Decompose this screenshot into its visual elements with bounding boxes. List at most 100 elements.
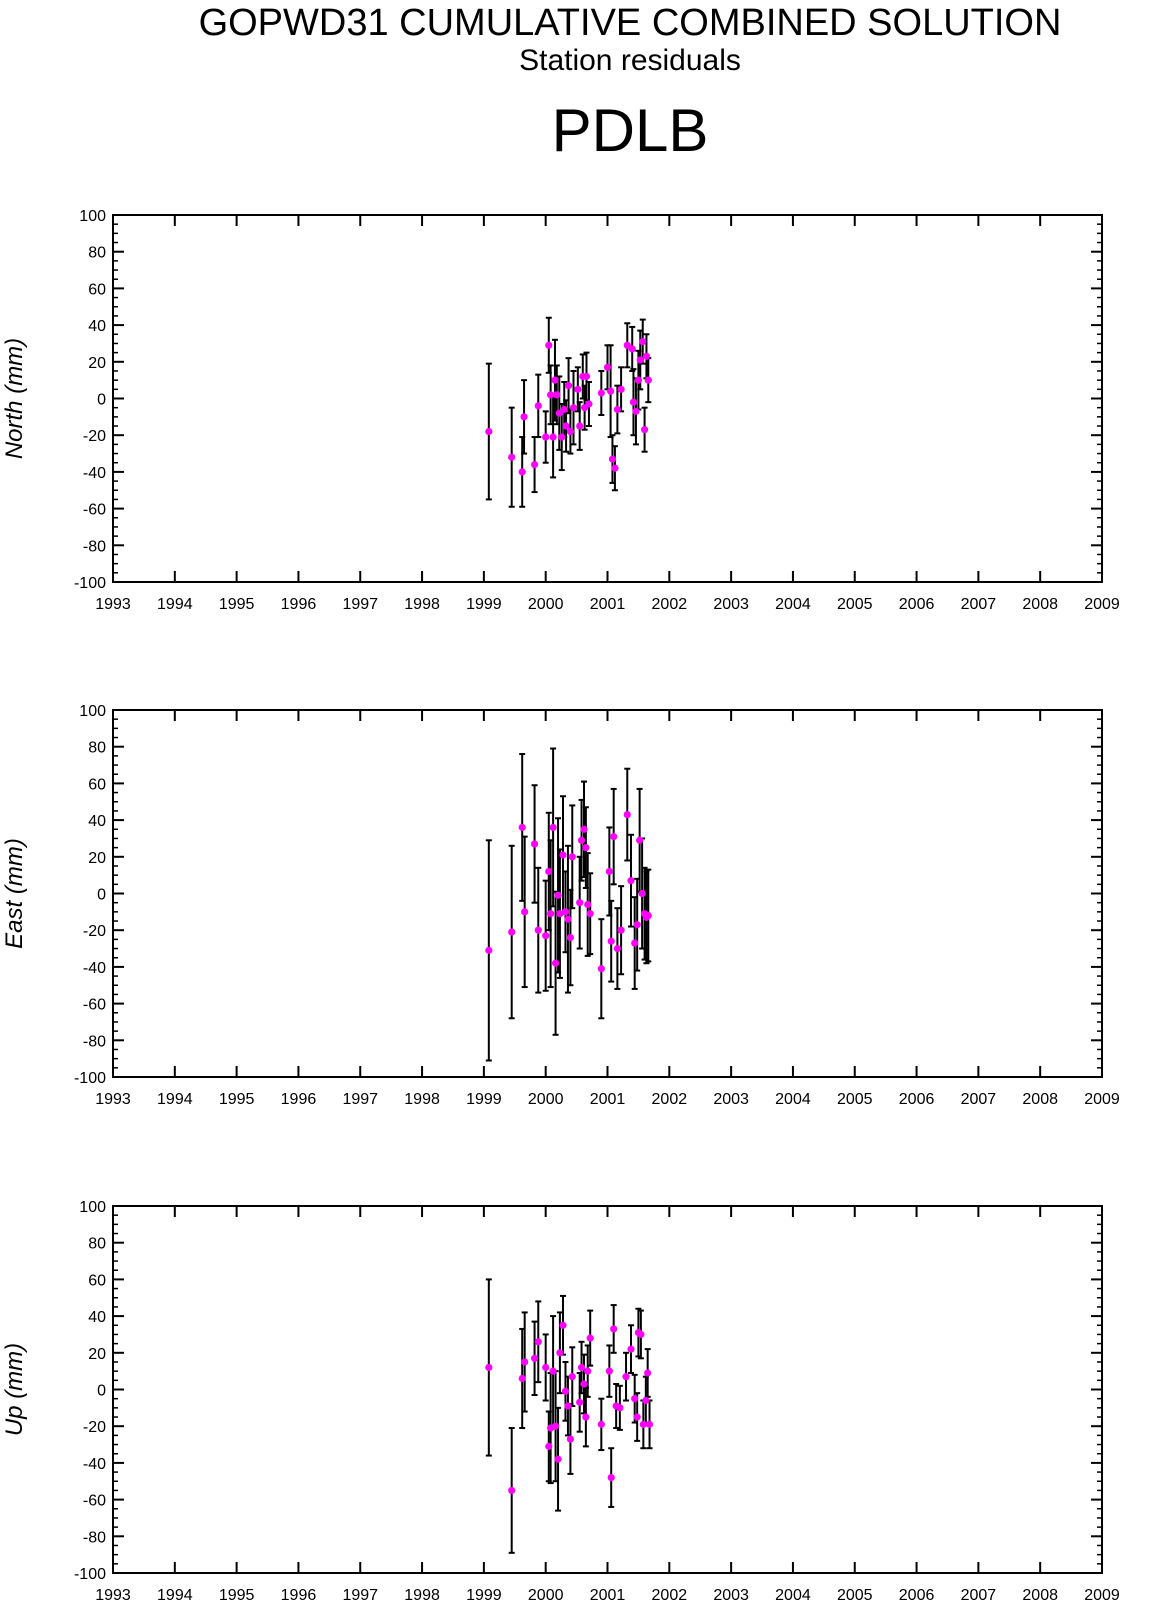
east-data-point — [577, 836, 586, 844]
north-x-tick-label: 2003 — [713, 596, 749, 613]
north-data-point — [608, 455, 617, 463]
up-y-tick-label: 0 — [97, 1383, 106, 1400]
up-y-tick-label: -40 — [83, 1456, 106, 1473]
up-x-tick-label: 1995 — [219, 1587, 255, 1604]
east-x-tick-label: 1997 — [342, 1091, 378, 1108]
up-x-tick-label: 2003 — [713, 1587, 749, 1604]
up-data-point — [605, 1367, 613, 1375]
north-data-point — [611, 464, 619, 472]
north-y-tick-label: 20 — [88, 355, 106, 372]
up-data-point — [577, 1363, 586, 1372]
north-x-tick-label: 1996 — [281, 596, 317, 613]
north-data-point — [534, 402, 542, 410]
east-x-tick-label: 2006 — [899, 1091, 935, 1108]
up-data-point — [631, 1395, 639, 1403]
east-x-tick-label: 2005 — [837, 1091, 873, 1108]
north-y-tick-label: -100 — [74, 575, 106, 592]
north-data-point — [566, 427, 575, 436]
east-data-point — [530, 840, 539, 848]
up-data-point — [542, 1363, 550, 1372]
north-y-tick-label: -80 — [83, 538, 106, 555]
up-data-point — [518, 1374, 526, 1383]
up-data-point — [559, 1321, 567, 1329]
north-x-tick-label: 1993 — [95, 596, 131, 613]
up-x-tick-label: 1998 — [404, 1587, 440, 1604]
up-y-tick-label: 40 — [88, 1309, 106, 1326]
east-data-point — [584, 900, 592, 909]
east-data-point — [638, 889, 646, 898]
north-x-tick-label: 2002 — [652, 596, 688, 613]
east-y-tick-label: 0 — [97, 887, 106, 904]
chart-subtitle: Station residuals — [519, 44, 741, 77]
north-x-tick-label: 1995 — [219, 596, 255, 613]
east-panel: 1993 1994 1995 1996 1997 1998 1999 2000 2001 2002… — [1, 703, 1120, 1108]
up-x-tick-label: 1994 — [157, 1587, 193, 1604]
east-x-tick-label: 1999 — [466, 1091, 502, 1108]
north-x-tick-label: 2001 — [590, 596, 626, 613]
north-y-tick-label: 100 — [79, 208, 106, 225]
east-data-point — [568, 853, 576, 861]
east-data-point — [534, 926, 542, 934]
east-x-tick-label: 2007 — [961, 1091, 997, 1108]
up-x-tick-label: 2004 — [775, 1587, 811, 1604]
east-data-point — [627, 877, 635, 885]
up-data-point — [584, 1367, 592, 1375]
east-data-point — [605, 867, 613, 876]
up-x-tick-label: 2008 — [1022, 1587, 1058, 1604]
up-data-point — [554, 1455, 562, 1463]
north-y-axis-title: North (mm) — [1, 338, 28, 459]
up-panel: 1993 1994 1995 1996 1997 1998 1999 2000 2001 2002… — [1, 1199, 1120, 1604]
east-data-point — [551, 959, 560, 967]
east-data-point — [623, 810, 631, 819]
east-data-point — [556, 910, 564, 918]
north-y-tick-label: -40 — [83, 465, 106, 482]
north-data-point — [636, 356, 644, 364]
east-x-tick-label: 2001 — [590, 1091, 626, 1108]
up-data-point — [549, 1367, 557, 1375]
up-x-tick-label: 2001 — [590, 1587, 626, 1604]
east-data-point — [545, 867, 553, 876]
up-data-point — [580, 1380, 588, 1388]
east-y-tick-label: 80 — [88, 740, 106, 757]
north-y-tick-label: 80 — [88, 245, 106, 262]
up-y-tick-label: -100 — [74, 1566, 106, 1583]
east-data-point — [580, 825, 588, 833]
north-data-point — [642, 352, 651, 360]
north-x-tick-label: 1997 — [342, 596, 378, 613]
east-data-point — [597, 965, 605, 973]
north-data-point — [582, 372, 591, 381]
up-data-point — [530, 1354, 539, 1362]
east-data-point — [559, 851, 567, 859]
east-y-tick-label: 20 — [88, 850, 106, 867]
east-x-tick-label: 2009 — [1084, 1091, 1120, 1108]
east-x-tick-label: 2008 — [1022, 1091, 1058, 1108]
north-data-point — [485, 427, 493, 436]
north-data-point — [606, 387, 615, 395]
north-data-point — [530, 460, 539, 469]
north-data-point — [508, 453, 516, 461]
north-data-point — [560, 405, 568, 414]
north-y-tick-label: 60 — [88, 281, 106, 298]
up-x-tick-label: 2006 — [899, 1587, 935, 1604]
north-data-point — [562, 422, 570, 430]
up-data-point — [564, 1402, 572, 1410]
north-x-tick-label: 2008 — [1022, 596, 1058, 613]
north-data-point — [547, 391, 555, 399]
north-data-point — [574, 385, 582, 393]
east-x-tick-label: 1995 — [219, 1091, 255, 1108]
east-data-point — [582, 844, 590, 852]
north-x-tick-label: 2000 — [528, 596, 564, 613]
east-data-point — [485, 946, 493, 954]
east-data-point — [610, 833, 618, 841]
east-x-tick-label: 1996 — [281, 1091, 317, 1108]
north-data-point — [632, 407, 640, 415]
up-data-point — [521, 1358, 529, 1366]
east-data-point — [549, 823, 557, 832]
up-y-axis-title: Up (mm) — [1, 1343, 28, 1436]
north-y-tick-label: -60 — [83, 502, 106, 519]
up-x-tick-label: 1996 — [281, 1587, 317, 1604]
up-data-point — [582, 1413, 590, 1421]
up-data-point — [607, 1473, 615, 1482]
north-data-point — [629, 398, 638, 406]
